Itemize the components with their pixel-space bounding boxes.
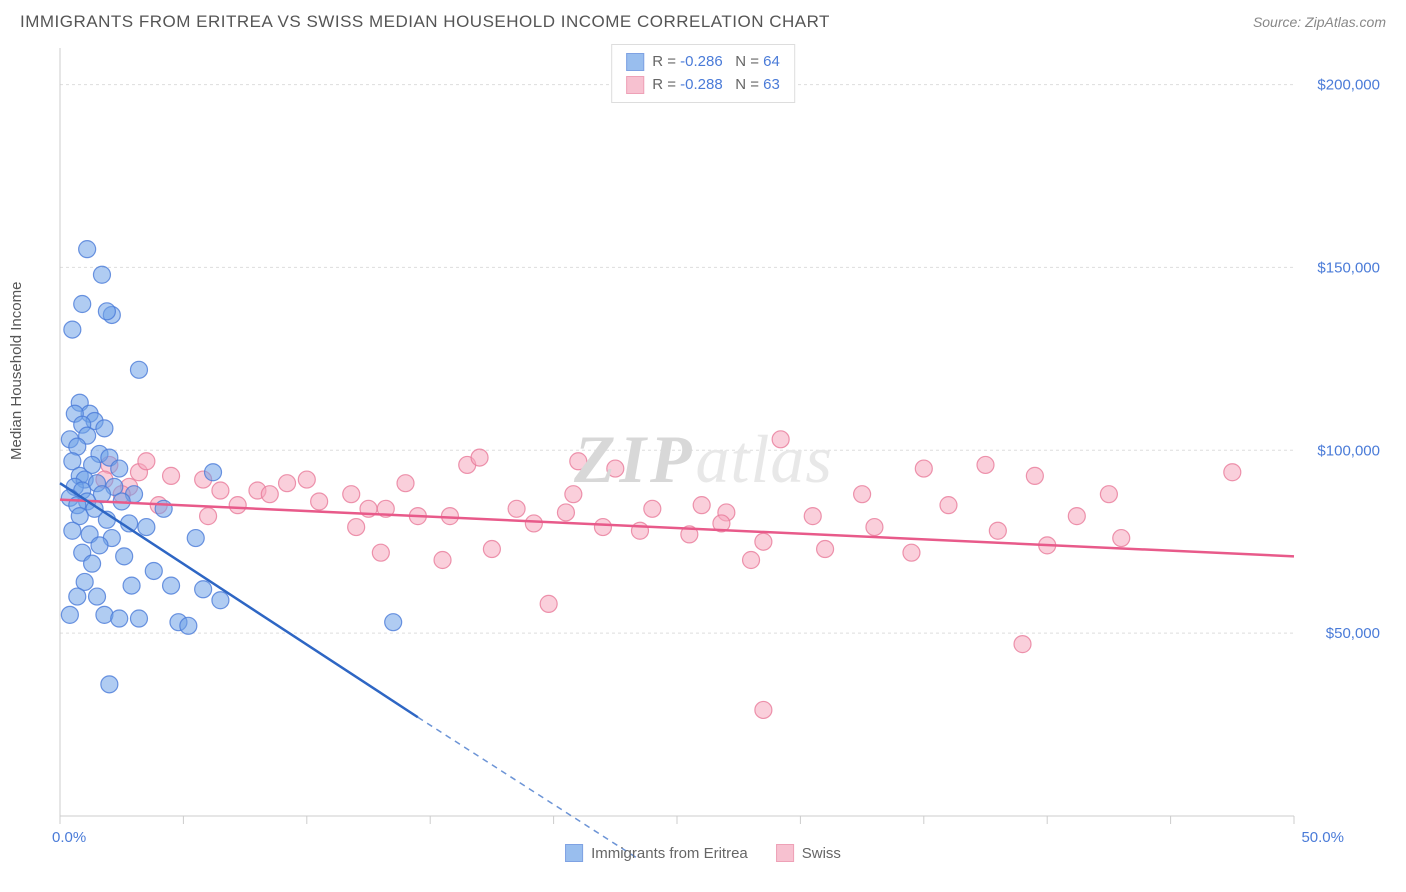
svg-text:50.0%: 50.0% (1301, 829, 1344, 846)
legend-label-eritrea: Immigrants from Eritrea (591, 845, 748, 862)
svg-text:0.0%: 0.0% (52, 829, 86, 846)
svg-text:$50,000: $50,000 (1326, 625, 1380, 642)
legend-item-eritrea: Immigrants from Eritrea (565, 844, 748, 862)
legend-item-swiss: Swiss (776, 844, 841, 862)
chart-title: IMMIGRANTS FROM ERITREA VS SWISS MEDIAN … (20, 12, 830, 32)
swatch-eritrea-bottom (565, 844, 583, 862)
swatch-swiss (626, 76, 644, 94)
legend-correlation-box: R = -0.286 N = 64 R = -0.288 N = 63 (611, 44, 795, 103)
legend-r-swiss: R = -0.288 N = 63 (652, 74, 780, 97)
legend-row-swiss: R = -0.288 N = 63 (626, 74, 780, 97)
scatter-chart: $50,000 $100,000 $150,000 $200,000 0.0% 50.0% (14, 40, 1392, 860)
swatch-eritrea (626, 53, 644, 71)
svg-text:$100,000: $100,000 (1317, 442, 1380, 459)
legend-series: Immigrants from Eritrea Swiss (565, 844, 841, 862)
legend-label-swiss: Swiss (802, 845, 841, 862)
legend-r-eritrea: R = -0.286 N = 64 (652, 51, 780, 74)
legend-row-eritrea: R = -0.286 N = 64 (626, 51, 780, 74)
svg-text:$150,000: $150,000 (1317, 259, 1380, 276)
chart-container: Median Household Income ZIPatlas $50,000… (14, 40, 1392, 860)
source-link[interactable]: ZipAtlas.com (1305, 14, 1386, 30)
swatch-swiss-bottom (776, 844, 794, 862)
source-label: Source: (1253, 14, 1301, 30)
y-axis-label: Median Household Income (8, 282, 25, 460)
svg-text:$200,000: $200,000 (1317, 77, 1380, 94)
source-attribution: Source: ZipAtlas.com (1253, 14, 1386, 30)
